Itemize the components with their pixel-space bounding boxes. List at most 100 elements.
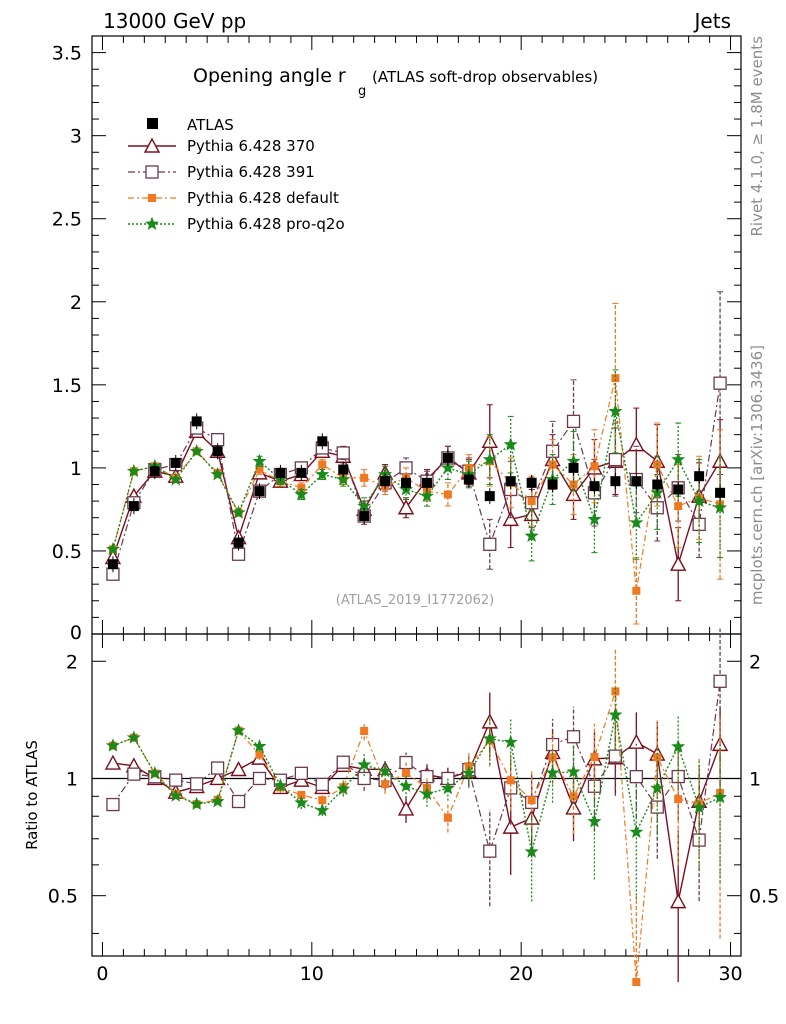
y-tick-label-main: 2 (70, 292, 82, 314)
series-2-ratio-point (483, 844, 497, 858)
series-4-point (587, 512, 602, 526)
series-1-ratio-point (230, 761, 247, 777)
series-4-point (189, 443, 204, 458)
legend: ATLAS Pythia 6.428 370 Pythia 6.428 391 Py… (128, 116, 345, 233)
series-2-ratio-point (294, 766, 309, 780)
series-3-point (569, 480, 578, 489)
series-3-point (318, 460, 327, 469)
atlas-point (505, 476, 516, 487)
series-4-ratio-point (587, 814, 602, 828)
series-4-point (440, 460, 455, 474)
atlas-point (254, 486, 265, 497)
legend-label-atlas: ATLAS (187, 116, 234, 134)
series-2-ratio-point (629, 770, 643, 784)
series-2-ratio-point (713, 674, 727, 688)
series-4-point (482, 452, 497, 466)
chart-title: Opening angle r (193, 65, 346, 87)
atlas-point (526, 477, 537, 488)
series-1 (104, 404, 729, 983)
legend-marker (143, 137, 161, 153)
atlas-point (275, 467, 286, 478)
series-4-ratio-point (294, 795, 309, 809)
atlas-point (401, 477, 412, 488)
series-4-point (336, 472, 351, 486)
series-1-ratio-point (502, 818, 519, 834)
atlas-point (652, 479, 663, 490)
series-2-point (566, 414, 581, 429)
ratio-y-axis-label: Ratio to ATLAS (23, 740, 41, 850)
series-4-ratio-point (482, 731, 497, 745)
series-1-point (397, 499, 415, 515)
atlas-point (610, 476, 621, 487)
series-4-ratio-point (273, 778, 288, 792)
legend-entry-series-4: Pythia 6.428 pro-q2o (128, 215, 345, 233)
y-tick-label-main: 1 (70, 458, 82, 480)
series-1-ratio-point (670, 893, 687, 909)
atlas-point (317, 436, 328, 447)
series-2-ratio-point (336, 755, 350, 769)
y-tick-label-ratio: 0.5 (48, 886, 78, 908)
series-4-point (210, 467, 225, 481)
axis-ticks: 0 10 20 30 0.5 1 1.5 2 2.5 3 3.5 0 0.5 0.5 1 1 2 2 (48, 35, 779, 985)
y-tick-label-ratio-right: 0.5 (749, 886, 779, 908)
series-3-ratio-point (569, 792, 578, 801)
series-4-point (692, 493, 707, 508)
series-1-ratio-point (628, 733, 645, 749)
series-3-ratio-point (632, 978, 641, 987)
series-3-ratio-point (381, 780, 390, 789)
series-4-ratio-point (608, 707, 623, 721)
atlas-point (694, 471, 705, 482)
series-layer (104, 291, 729, 987)
series-4-point (713, 500, 728, 514)
legend-label: Pythia 6.428 default (187, 189, 339, 207)
series-4-point (419, 488, 434, 503)
chart-title-text: Opening angle r (193, 65, 346, 87)
atlas-point (338, 464, 349, 475)
series-2-ratio-point (106, 797, 120, 812)
y-tick-label-ratio-right: 2 (749, 651, 761, 673)
legend-marker (145, 165, 159, 179)
y-tick-label-main: 1.5 (52, 375, 82, 397)
atlas-point (107, 559, 118, 570)
series-2-ratio-point (127, 767, 141, 781)
series-3-ratio-point (611, 687, 620, 696)
y-tick-label-ratio: 1 (66, 768, 78, 790)
atlas-point (212, 446, 223, 457)
series-4-ratio-point (105, 738, 120, 752)
atlas-point (442, 452, 453, 463)
legend-label: Pythia 6.428 370 (187, 137, 315, 155)
series-4-ratio-point (713, 790, 728, 804)
series-4-ratio-point (461, 765, 476, 780)
atlas-point (463, 474, 474, 485)
legend-marker (145, 216, 159, 230)
series-4-point (524, 528, 539, 542)
y-tick-label-main: 0.5 (52, 541, 82, 563)
series-2-ratio-point (252, 771, 267, 786)
series-4-point (503, 437, 518, 451)
series-3-point (443, 490, 452, 499)
header-energy-label: 13000 GeV pp (103, 9, 246, 33)
atlas-point (673, 484, 684, 495)
series-2-line (112, 383, 721, 575)
series-4-ratio-point (650, 780, 665, 795)
series-3-point (548, 460, 557, 469)
atlas-point (149, 466, 160, 477)
series-2-point (336, 446, 350, 460)
legend-marker-atlas (147, 118, 158, 129)
series-4-ratio-point (671, 739, 686, 753)
series-1-ratio-point (104, 754, 122, 770)
series-3-ratio-point (297, 790, 306, 799)
series-4-point (231, 505, 246, 519)
series-3-ratio-point (674, 795, 683, 804)
x-tick-label: 10 (300, 963, 324, 985)
series-1-point (670, 555, 687, 571)
atlas-data-points (107, 413, 726, 573)
series-3-point (360, 473, 369, 482)
x-tick-label: 20 (509, 963, 533, 985)
series-4-ratio-point (252, 738, 267, 753)
series-4-ratio-point (629, 824, 644, 839)
series-1-point (502, 510, 519, 527)
series-2-ratio-point (190, 777, 204, 791)
series-3-ratio-point (318, 796, 327, 805)
series-3-point (527, 497, 536, 506)
